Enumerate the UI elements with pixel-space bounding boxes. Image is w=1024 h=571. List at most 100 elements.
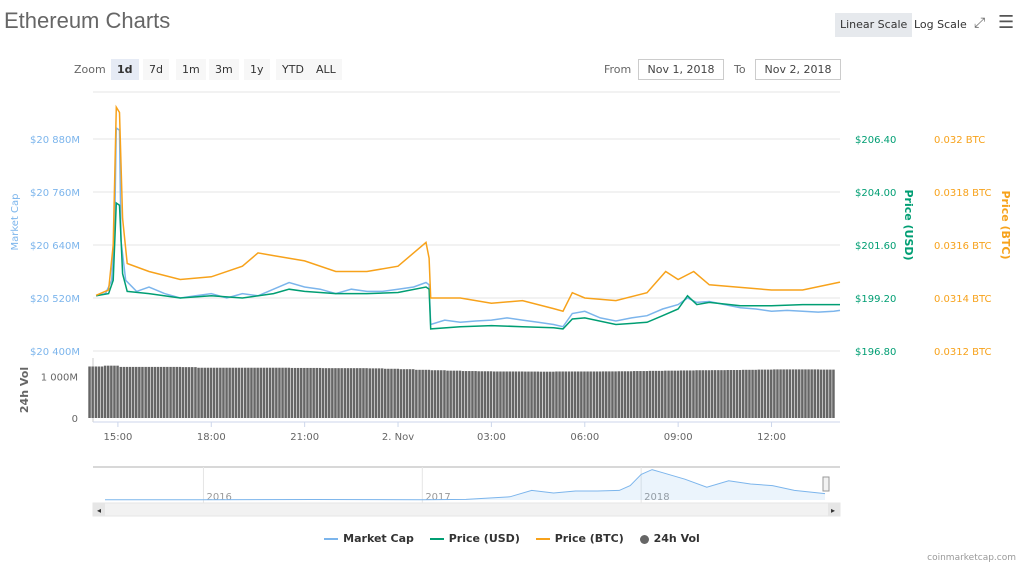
volume-bar [203, 367, 207, 418]
x-tick-label: 15:00 [103, 432, 132, 443]
volume-bar [334, 368, 337, 418]
volume-bar [321, 368, 325, 418]
volume-bar [191, 367, 194, 418]
volume-bar [356, 368, 359, 418]
log-scale-button[interactable]: Log Scale [914, 18, 967, 31]
volume-bar [657, 370, 661, 418]
menu-icon[interactable]: ☰ [998, 12, 1015, 33]
volume-bar [748, 369, 751, 418]
volume-bar [608, 371, 611, 418]
volume-bar [365, 368, 368, 418]
volume-bar [315, 367, 319, 418]
volume-bar [206, 367, 210, 418]
volume-bar [296, 367, 300, 418]
volume-bar [514, 371, 518, 418]
volume-bar [474, 371, 477, 418]
volume-bar [91, 366, 94, 418]
to-date-input[interactable]: Nov 2, 2018 [755, 59, 841, 80]
navigator-scrollbar[interactable] [92, 502, 841, 517]
volume-bar [131, 366, 135, 418]
volume-bar [290, 367, 294, 418]
volume-bar [268, 367, 272, 418]
volume-bar [144, 366, 147, 418]
x-tick-label: 2. Nov [382, 432, 414, 443]
volume-bar [359, 368, 362, 418]
volume-bar [178, 366, 182, 418]
market-cap-tick-label: $20 520M [30, 294, 80, 305]
volume-bar [496, 371, 499, 418]
fullscreen-icon[interactable]: ⤢ [974, 15, 986, 31]
volume-bar [570, 371, 574, 418]
volume-bar [181, 367, 185, 418]
btc-tick-label: 0.032 BTC [934, 135, 985, 146]
credit-link[interactable]: coinmarketcap.com [927, 553, 1016, 563]
volume-bar [549, 371, 552, 418]
volume-bar [667, 370, 670, 418]
volume-bar [645, 371, 649, 418]
volume-tick-label: 1 000M [41, 372, 78, 383]
zoom-7d-button[interactable]: 7d [143, 59, 169, 80]
x-tick-label: 09:00 [664, 432, 693, 443]
volume-bar [832, 369, 835, 418]
scroll-right-icon: ▸ [831, 506, 835, 515]
volume-bar [782, 369, 785, 418]
x-tick-label: 06:00 [570, 432, 599, 443]
volume-bar [483, 371, 487, 418]
volume-bar [247, 367, 250, 418]
btc-tick-label: 0.0312 BTC [934, 347, 992, 358]
volume-bar [801, 369, 804, 418]
volume-bar [698, 370, 701, 418]
volume-bar [564, 371, 568, 418]
volume-bar [816, 369, 820, 418]
zoom-1m-button[interactable]: 1m [176, 59, 206, 80]
usd-tick-label: $201.60 [855, 241, 896, 252]
legend-24h-vol[interactable]: 24h Vol [639, 532, 700, 545]
market-cap-tick-label: $20 880M [30, 135, 80, 146]
volume-bar [639, 371, 642, 418]
volume-bar [633, 371, 636, 418]
volume-bar [489, 371, 493, 418]
volume-bar [763, 369, 767, 418]
volume-bar [402, 369, 406, 418]
zoom-3m-button[interactable]: 3m [209, 59, 239, 80]
navigator-year-label: 2017 [425, 492, 450, 503]
volume-bar [187, 367, 191, 418]
btc-axis-title: Price (BTC) [999, 190, 1012, 259]
volume-bar [259, 367, 263, 418]
zoom-all-button[interactable]: ALL [310, 59, 342, 80]
volume-bar [729, 370, 733, 418]
volume-bar [552, 371, 555, 418]
volume-bar [275, 367, 278, 418]
navigator-year-label: 2018 [644, 492, 669, 503]
scroll-left-button[interactable] [93, 503, 105, 516]
volume-bar [141, 366, 144, 418]
volume-bar [116, 365, 119, 418]
usd-tick-label: $206.40 [855, 135, 896, 146]
zoom-1d-button[interactable]: 1d [111, 59, 139, 80]
volume-bar [648, 370, 652, 418]
volume-bar [312, 367, 315, 418]
zoom-ytd-button[interactable]: YTD [276, 59, 310, 80]
legend-price-btc[interactable]: Price (BTC) [535, 532, 624, 545]
volume-bar [558, 371, 561, 418]
volume-bar [601, 371, 605, 418]
from-date-input[interactable]: Nov 1, 2018 [638, 59, 724, 80]
legend-market-cap[interactable]: Market Cap [324, 532, 414, 545]
navigator-line [105, 469, 826, 501]
volume-bar [324, 368, 328, 418]
volume-bar [209, 367, 213, 418]
legend-price-usd[interactable]: Price (USD) [429, 532, 520, 545]
volume-bar [452, 370, 456, 418]
linear-scale-button[interactable]: Linear Scale [835, 13, 913, 37]
volume-bar [461, 371, 465, 418]
volume-bar [415, 369, 418, 418]
volume-bar [88, 366, 91, 418]
volume-bar [172, 366, 175, 418]
market-cap-axis-title: Market Cap [10, 193, 21, 250]
volume-bar [642, 371, 645, 418]
scroll-right-button[interactable] [828, 503, 840, 516]
zoom-1y-button[interactable]: 1y [244, 59, 270, 80]
volume-bar [822, 369, 826, 418]
volume-bar [695, 370, 698, 418]
